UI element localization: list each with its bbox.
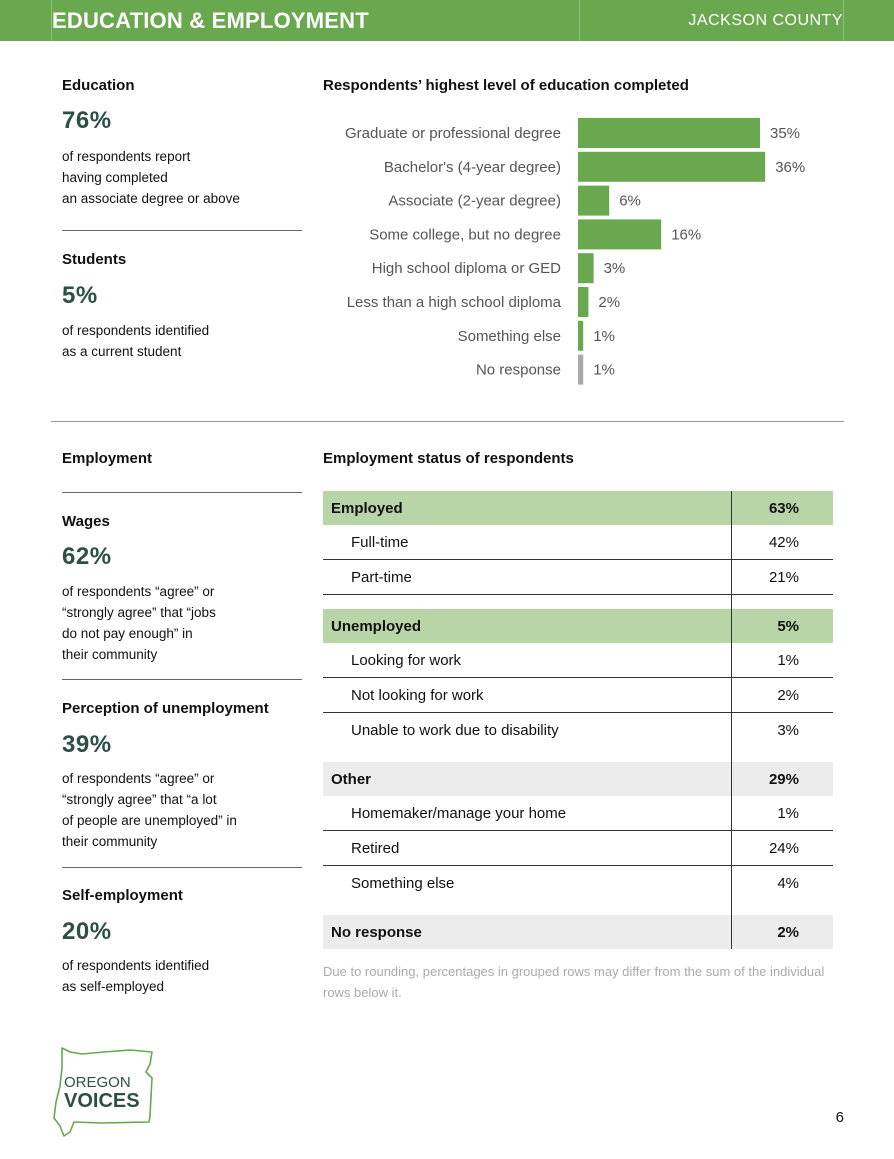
divider xyxy=(62,492,302,493)
education-label: Education xyxy=(62,77,135,94)
row-label: Unable to work due to disability xyxy=(351,722,559,739)
table-row: Unable to work due to disability 3% xyxy=(323,713,833,747)
page-header: EDUCATION & EMPLOYMENT JACKSON COUNTY xyxy=(0,0,894,41)
wages-stat: 62% xyxy=(62,543,112,570)
header-divider xyxy=(843,0,844,41)
row-value: 21% xyxy=(768,569,799,586)
row-value: 63% xyxy=(768,500,799,517)
self-employment-stat: 20% xyxy=(62,918,112,945)
header-divider xyxy=(51,0,52,41)
logo-line1: OREGON xyxy=(64,1074,131,1091)
category-label: Graduate or professional degree xyxy=(345,125,561,142)
category-label: Associate (2-year degree) xyxy=(388,193,561,210)
category-label: Something else xyxy=(458,328,561,345)
divider xyxy=(62,679,302,680)
bar xyxy=(578,185,610,216)
bar xyxy=(578,253,594,284)
row-value: 1% xyxy=(777,652,799,669)
table-column-divider xyxy=(731,491,732,949)
row-label: Retired xyxy=(351,840,400,857)
row-value: 4% xyxy=(777,875,799,892)
divider xyxy=(62,230,302,231)
value-label: 1% xyxy=(593,362,615,379)
students-description: of respondents identified as a current s… xyxy=(62,323,210,359)
row-label: Employed xyxy=(331,500,403,517)
oregon-voices-logo: OREGON VOICES xyxy=(53,1047,153,1137)
logo-line2: VOICES xyxy=(64,1090,140,1112)
row-label: Looking for work xyxy=(351,652,462,669)
students-label: Students xyxy=(62,251,127,268)
row-label: Part-time xyxy=(351,569,412,586)
value-label: 16% xyxy=(671,226,701,243)
perception-description: of respondents “agree” or “strongly agre… xyxy=(62,771,237,849)
divider xyxy=(62,867,302,868)
category-label: High school diploma or GED xyxy=(372,260,561,277)
table-row: Full-time 42% xyxy=(323,525,833,560)
table-row: Looking for work 1% xyxy=(323,643,833,678)
self-employment-description: of respondents identified as self-employ… xyxy=(62,958,210,994)
rounding-note: Due to rounding, percentages in grouped … xyxy=(323,964,825,1000)
row-value: 29% xyxy=(768,771,799,788)
bar xyxy=(578,118,760,148)
header-divider xyxy=(579,0,580,41)
row-value: 3% xyxy=(777,722,799,739)
row-value: 1% xyxy=(777,805,799,822)
row-label: No response xyxy=(331,924,422,941)
self-employment-label: Self-employment xyxy=(62,887,183,904)
value-label: 2% xyxy=(598,294,620,311)
value-label: 36% xyxy=(775,159,805,176)
table-row: Not looking for work 2% xyxy=(323,678,833,713)
value-label: 35% xyxy=(770,125,800,142)
bar xyxy=(578,354,584,385)
bar xyxy=(578,320,584,351)
education-description: of respondents report having completed a… xyxy=(62,149,240,206)
table-row: No response 2% xyxy=(323,915,833,949)
row-label: Unemployed xyxy=(331,618,422,635)
education-bar-chart: Graduate or professional degree 35% Bachel… xyxy=(345,118,805,385)
table-row: Other 29% xyxy=(323,762,833,796)
value-label: 1% xyxy=(593,328,615,345)
employment-table-title: Employment status of respondents xyxy=(323,450,574,467)
education-chart-title: Respondents’ highest level of education … xyxy=(323,77,689,94)
perception-stat: 39% xyxy=(62,731,112,758)
wages-label: Wages xyxy=(62,513,110,530)
row-label: Other xyxy=(331,771,372,788)
row-value: 5% xyxy=(777,618,799,635)
table-row: Employed 63% xyxy=(323,491,833,525)
category-label: Less than a high school diploma xyxy=(347,294,562,311)
table-row: Homemaker/manage your home 1% xyxy=(323,796,833,831)
wages-description: of respondents “agree” or “strongly agre… xyxy=(62,584,216,662)
table-row: Unemployed 5% xyxy=(323,609,833,643)
value-label: 3% xyxy=(604,260,626,277)
employment-label: Employment xyxy=(62,450,153,467)
page-number: 6 xyxy=(835,1109,844,1126)
row-label: Something else xyxy=(351,875,455,892)
row-value: 2% xyxy=(777,924,799,941)
bar xyxy=(578,287,589,317)
students-stat: 5% xyxy=(62,282,98,309)
row-label: Full-time xyxy=(351,534,409,551)
county-name: JACKSON COUNTY xyxy=(688,12,843,29)
row-value: 24% xyxy=(768,840,799,857)
category-label: No response xyxy=(476,362,561,379)
section-title: EDUCATION & EMPLOYMENT xyxy=(52,8,369,33)
row-value: 42% xyxy=(768,534,799,551)
value-label: 6% xyxy=(619,193,641,210)
perception-label: Perception of unemployment xyxy=(62,700,269,717)
oregon-state-outline-icon xyxy=(53,1047,153,1137)
row-label: Not looking for work xyxy=(351,687,484,704)
category-label: Some college, but no degree xyxy=(369,226,561,243)
row-label: Homemaker/manage your home xyxy=(351,805,567,822)
bar xyxy=(578,219,662,250)
table-row: Part-time 21% xyxy=(323,560,833,595)
row-value: 2% xyxy=(777,687,799,704)
table-row: Something else 4% xyxy=(323,866,833,900)
section-divider xyxy=(51,421,844,422)
bar xyxy=(578,151,766,182)
table-row: Retired 24% xyxy=(323,831,833,866)
category-label: Bachelor's (4-year degree) xyxy=(384,159,561,176)
education-stat: 76% xyxy=(62,107,112,134)
